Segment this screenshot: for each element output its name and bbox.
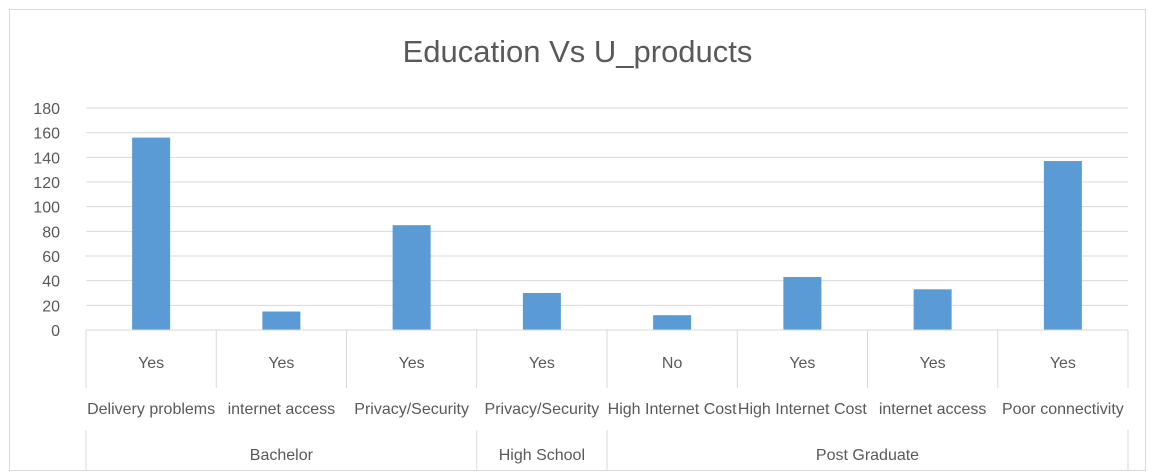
bar	[392, 225, 431, 330]
x-tick-label-answer: Yes	[138, 355, 164, 372]
x-tick-label-reason: internet access	[228, 401, 336, 418]
x-tick-label-answer: Yes	[268, 355, 294, 372]
y-tick-label: 120	[33, 175, 60, 192]
x-tick-label-answer: No	[662, 355, 683, 372]
y-tick-label: 80	[42, 224, 60, 241]
y-tick-label: 20	[42, 298, 60, 315]
x-tick-label-reason: internet access	[879, 401, 987, 418]
bar	[262, 311, 301, 330]
x-group-label: High School	[499, 447, 585, 464]
y-tick-label: 0	[51, 323, 60, 340]
x-tick-label-answer: Yes	[1050, 355, 1076, 372]
y-tick-label: 160	[33, 126, 60, 143]
x-tick-label-reason: Poor connectivity	[1002, 401, 1124, 418]
chart-title: Education Vs U_products	[402, 34, 753, 69]
y-tick-label: 100	[33, 200, 60, 217]
bar	[1043, 161, 1082, 330]
x-group-label: Post Graduate	[816, 447, 919, 464]
x-tick-label-reason: High Internet Cost	[608, 401, 738, 418]
bar	[522, 293, 561, 330]
x-tick-label-answer: Yes	[920, 355, 946, 372]
chart-frame	[9, 9, 1146, 471]
y-tick-label: 40	[42, 274, 60, 291]
bar	[913, 289, 952, 330]
x-tick-label-reason: Delivery problems	[87, 401, 215, 418]
x-tick-label-reason: High Internet Cost	[738, 401, 868, 418]
y-tick-label: 180	[33, 101, 60, 118]
bar	[783, 276, 822, 330]
bar	[653, 315, 692, 330]
bar	[132, 137, 171, 330]
x-tick-label-answer: Yes	[789, 355, 815, 372]
x-tick-label-answer: Yes	[399, 355, 425, 372]
x-tick-label-reason: Privacy/Security	[354, 401, 469, 418]
y-tick-label: 60	[42, 249, 60, 266]
x-tick-label-answer: Yes	[529, 355, 555, 372]
x-tick-label-reason: Privacy/Security	[485, 401, 600, 418]
y-tick-label: 140	[33, 150, 60, 167]
x-group-label: Bachelor	[250, 447, 314, 464]
